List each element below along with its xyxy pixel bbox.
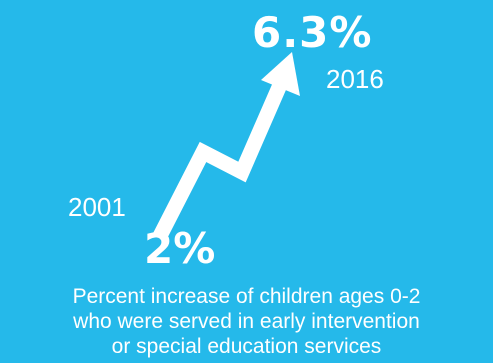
caption-line: who were served in early intervention: [73, 310, 420, 333]
start-year: 2001: [68, 192, 126, 222]
caption-line: or special education services: [111, 335, 382, 358]
caption-line: Percent increase of children ages 0-2: [72, 285, 421, 308]
start-value: 2%: [144, 224, 216, 273]
end-value: 6.3%: [252, 8, 373, 57]
end-year: 2016: [326, 64, 384, 94]
caption: Percent increase of children ages 0-2 wh…: [0, 284, 493, 359]
